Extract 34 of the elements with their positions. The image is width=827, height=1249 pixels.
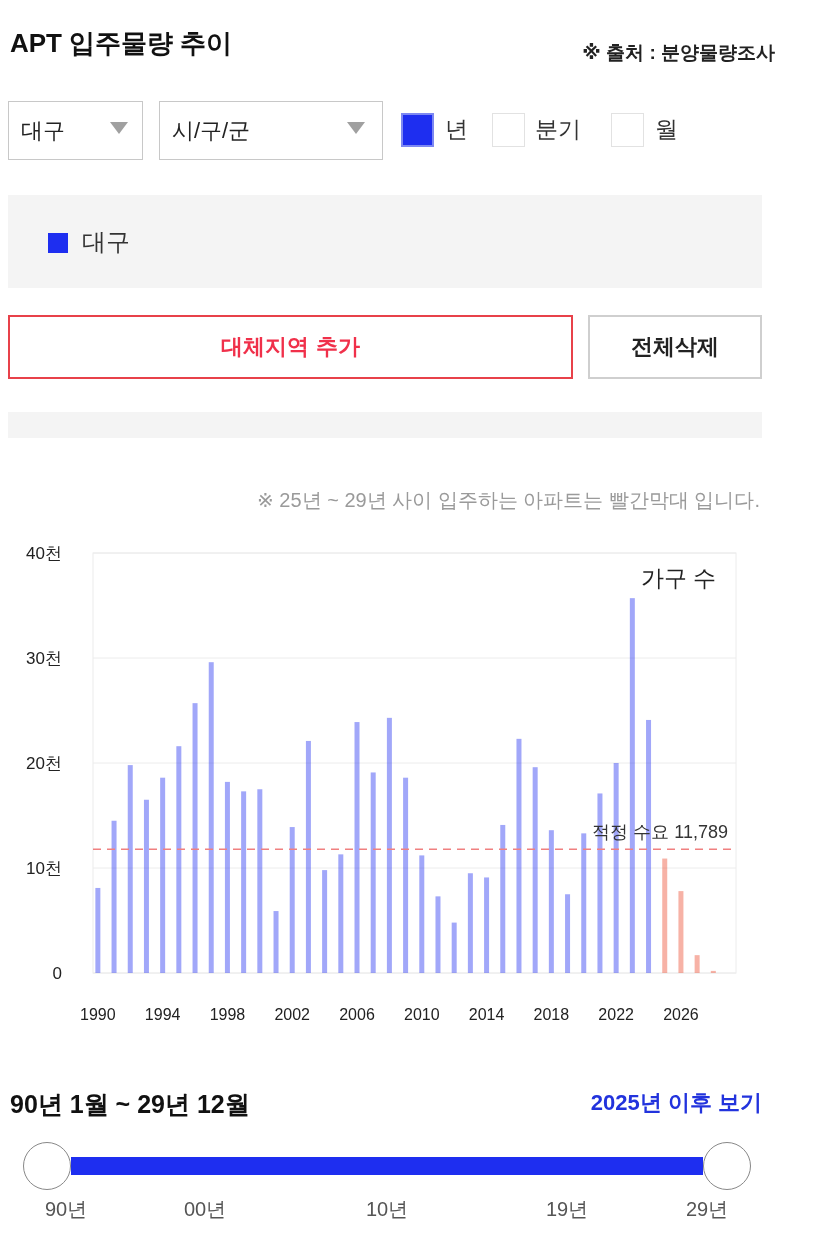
y-tick-label: 10천 <box>26 859 62 878</box>
x-tick-label: 1998 <box>209 1006 246 1023</box>
x-tick-label: 2006 <box>339 1006 375 1023</box>
button-delete-all-text: 전체삭제 <box>631 333 719 361</box>
checkbox-label: 월 <box>655 116 678 143</box>
x-tick-label: 2026 <box>663 1006 699 1023</box>
y-tick-label: 0 <box>52 964 62 983</box>
title: APT 입주물량 추이 <box>10 29 233 59</box>
x-tick-label: 2014 <box>468 1006 505 1023</box>
x-tick-label: 1990 <box>80 1006 116 1023</box>
y-axis-title: 가구 수 <box>640 565 716 591</box>
legend-label: 대구 <box>82 228 130 256</box>
slider-tick-label: 29년 <box>685 1198 729 1221</box>
dropdown-region-text: 대구 <box>21 118 65 144</box>
slider-tick-label: 19년 <box>545 1198 589 1221</box>
checkbox-label: 분기 <box>535 116 581 143</box>
slider-tick-label: 90년 <box>44 1198 88 1221</box>
button-add-region-text: 대체지역 추가 <box>221 333 360 361</box>
dropdown-district-text: 시/구/군 <box>172 118 251 144</box>
ref-line-label: 적정 수요 11,789 <box>592 822 728 843</box>
x-tick-label: 2010 <box>404 1006 440 1023</box>
checkbox-label: 년 <box>445 116 468 143</box>
y-tick-label: 20천 <box>26 754 62 773</box>
source: ※ 출처 : 분양물량조사 <box>582 42 775 64</box>
x-tick-label: 2018 <box>533 1006 570 1023</box>
y-tick-label: 40천 <box>26 544 62 563</box>
slider-tick-label: 10년 <box>365 1198 409 1221</box>
x-tick-label: 2022 <box>598 1006 634 1023</box>
range-text: 90년 1월 ~ 29년 12월 <box>10 1090 250 1119</box>
x-tick-label: 2002 <box>274 1006 310 1023</box>
slider-tick-label: 00년 <box>183 1198 227 1221</box>
x-tick-label: 1994 <box>144 1006 181 1023</box>
note: ※ 25년 ~ 29년 사이 입주하는 아파트는 빨간막대 입니다. <box>257 489 760 512</box>
y-tick-label: 30천 <box>26 649 62 668</box>
